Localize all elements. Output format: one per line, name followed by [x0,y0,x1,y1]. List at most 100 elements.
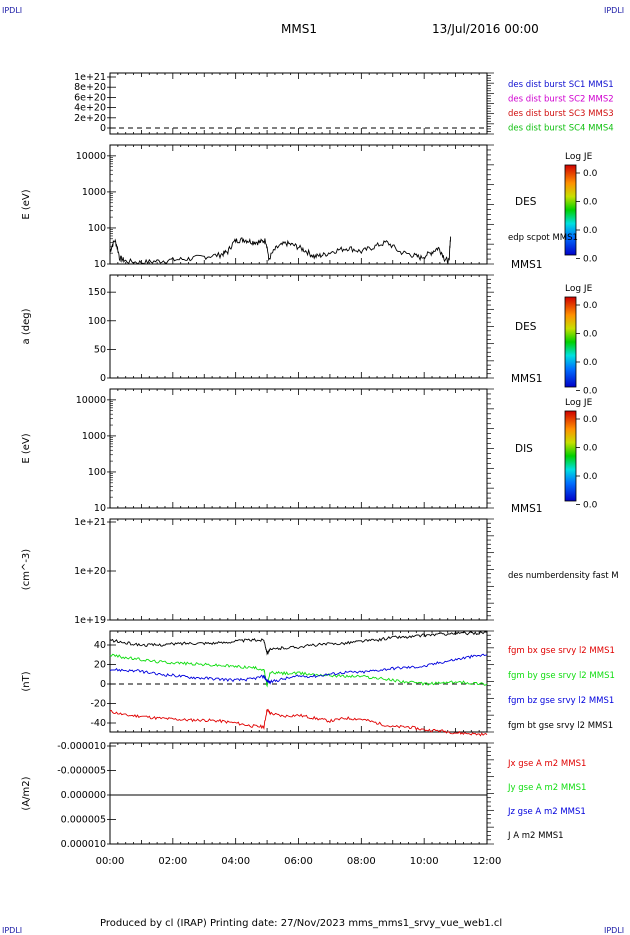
x-tick-label: 10:00 [410,856,439,867]
plot-title: MMS1 [281,22,317,36]
y-tick-label: 8e+20 [74,82,106,93]
y-tick-label: 1e+19 [74,615,106,626]
current-legend-1: Jy gse A m2 MMS1 [507,783,586,793]
y-tick-label: 0 [100,679,106,690]
colorbar [564,410,577,502]
y-tick-label: 1000 [82,431,106,442]
x-tick-label: 02:00 [158,856,187,867]
b-field-line-bz [109,653,488,685]
colorbar-tick-label: 0.0 [583,255,598,265]
panel-frame [109,518,488,621]
y-tick-label: 150 [88,287,106,298]
b-field-legend-bx: fgm bx gse srvy l2 MMS1 [508,646,615,656]
y-tick-label: 4e+20 [74,103,106,114]
b-field-legend-by: fgm by gse srvy l2 MMS1 [508,671,615,681]
b-field-line-bt [109,630,488,656]
plot-datetime: 13/Jul/2016 00:00 [432,22,539,36]
b-field-legend-bt: fgm bt gse srvy l2 MMS1 [508,721,613,731]
legend-entry-sc4: des dist burst SC4 MMS4 [508,124,614,134]
colorbar-tick-label: 0.0 [583,415,598,425]
colorbar-tick-label: 0.0 [583,198,598,208]
y-tick-label: 10000 [76,151,106,162]
x-tick-label: 06:00 [284,856,313,867]
colorbar [564,296,577,388]
x-tick-label: 12:00 [473,856,502,867]
legend-entry-sc1: des dist burst SC1 MMS1 [508,80,614,90]
colorbar-tick-label: 0.0 [583,169,598,179]
y-tick-label: -40 [90,718,106,729]
y-tick-label: 1e+21 [74,517,106,528]
scpot-legend: edp scpot MMS1 [508,233,578,243]
panel-frame [109,388,488,509]
y-tick-label: 10 [94,503,106,514]
y-axis-label: E (eV) [21,189,32,219]
y-tick-label: 0.000010 [61,839,106,850]
panel-frame [109,72,488,135]
legend-entry-sc3: des dist burst SC3 MMS3 [508,109,614,119]
density-legend: des numberdensity fast M [508,571,619,581]
current-legend-2: Jz gse A m2 MMS1 [507,807,586,817]
panel-frame [109,742,488,845]
y-tick-label: 100 [88,316,106,327]
instrument-label: DES [515,321,537,333]
corner-label-top-left: IPDLI [2,6,23,15]
y-tick-label: 40 [94,640,106,651]
colorbar-title: Log JE [565,152,593,162]
colorbar-tick-label: 0.0 [583,501,598,511]
y-tick-label: 0 [100,373,106,384]
y-tick-label: 10 [94,259,106,270]
corner-label-top-right: IPDLI [604,6,625,15]
panel-frame [109,630,488,733]
corner-label-bottom-right: IPDLI [604,926,625,935]
colorbar-tick-label: 0.0 [583,226,598,236]
colorbar-tick-label: 0.0 [583,472,598,482]
colorbar-tick-label: 0.0 [583,387,598,397]
y-tick-label: -0.000005 [57,766,106,777]
y-tick-label: 20 [94,660,106,671]
colorbar-tick-label: 0.0 [583,301,598,311]
y-tick-label: 0.000005 [61,815,106,826]
current-legend-0: Jx gse A m2 MMS1 [507,759,586,769]
x-tick-label: 00:00 [96,856,125,867]
corner-label-bottom-left: IPDLI [2,926,23,935]
colorbar-tick-label: 0.0 [583,358,598,368]
colorbar-title: Log JE [565,284,593,294]
y-axis-label: a (deg) [21,308,32,344]
colorbar [564,164,577,256]
y-tick-label: -20 [90,699,106,710]
legend-entry-sc2: des dist burst SC2 MMS2 [508,95,614,105]
x-tick-label: 04:00 [221,856,250,867]
y-axis-label: (cm^-3) [21,549,32,590]
colorbar-tick-label: 0.0 [583,444,598,454]
colorbar-tick-label: 0.0 [583,330,598,340]
y-tick-label: 100 [88,467,106,478]
y-axis-label: (nT) [21,671,32,691]
y-tick-label: -0.000010 [57,741,106,752]
y-tick-label: 100 [88,223,106,234]
panel-frame [109,144,488,265]
y-tick-label: 0 [100,123,106,134]
colorbar-title: Log JE [565,398,593,408]
scpot-line [109,236,452,265]
spacecraft-label: MMS1 [511,259,542,271]
y-axis-label: (A/m2) [21,776,32,810]
y-tick-label: 0.000000 [61,790,106,801]
current-legend-3: J A m2 MMS1 [507,831,564,841]
spacecraft-label: MMS1 [511,373,542,385]
y-tick-label: 6e+20 [74,92,106,103]
y-tick-label: 10000 [76,395,106,406]
y-tick-label: 1e+21 [74,72,106,83]
footer-credit: Produced by cl (IRAP) Printing date: 27/… [100,918,503,929]
x-tick-label: 08:00 [347,856,376,867]
y-axis-label: E (eV) [21,433,32,463]
y-tick-label: 50 [94,344,106,355]
y-tick-label: 1000 [82,187,106,198]
b-field-legend-bz: fgm bz gse srvy l2 MMS1 [508,696,614,706]
b-field-line-by [109,653,488,688]
y-tick-label: 2e+20 [74,113,106,124]
spacecraft-label: MMS1 [511,503,542,515]
b-field-line-bx [109,708,488,737]
instrument-label: DIS [515,443,533,455]
panel-frame [109,274,488,379]
